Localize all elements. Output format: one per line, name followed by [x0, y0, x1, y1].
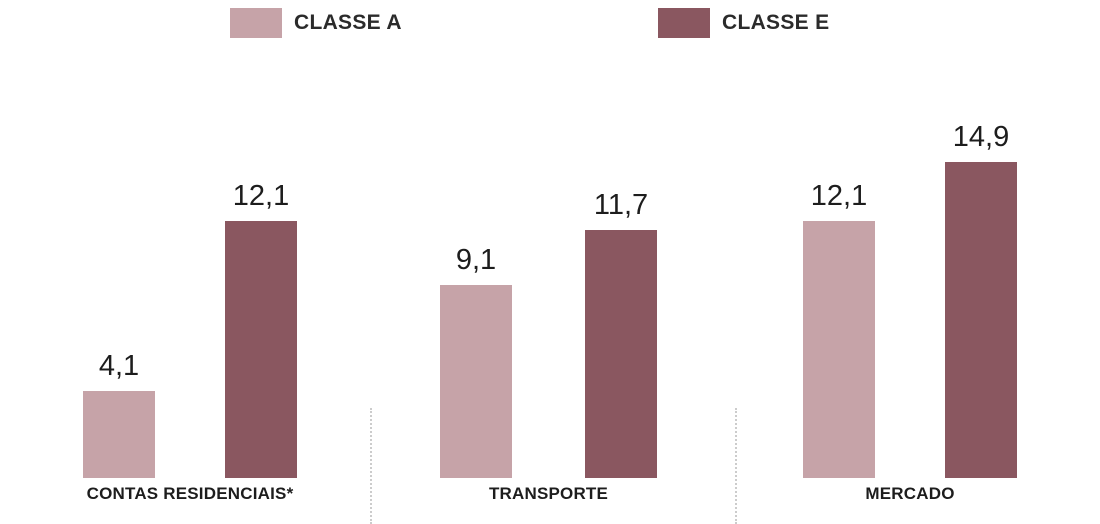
bar-classe-e — [225, 221, 297, 478]
legend-label: CLASSE A — [294, 11, 402, 34]
value-label: 14,9 — [952, 121, 1010, 153]
value-label: 4,1 — [98, 350, 140, 382]
category-label: CONTAS RESIDENCIAIS* — [86, 484, 294, 503]
value-label: 11,7 — [593, 189, 649, 221]
legend-swatch — [230, 8, 282, 38]
category-label: TRANSPORTE — [488, 484, 609, 503]
legend-item: CLASSE E — [658, 8, 829, 38]
legend-label: CLASSE E — [722, 11, 830, 34]
group-divider — [370, 408, 372, 524]
value-label: 12,1 — [810, 180, 868, 212]
legend-item: CLASSE A — [230, 8, 402, 38]
value-label: 9,1 — [455, 244, 497, 276]
legend-swatch — [658, 8, 710, 38]
value-label: 12,1 — [232, 180, 290, 212]
group-divider — [735, 408, 737, 524]
category-label: MERCADO — [865, 484, 955, 503]
bar-classe-a — [83, 391, 155, 478]
bar-classe-a — [803, 221, 875, 478]
bar-classe-e — [585, 230, 657, 478]
bar-classe-e — [945, 162, 1017, 478]
bar-classe-a — [440, 285, 512, 478]
